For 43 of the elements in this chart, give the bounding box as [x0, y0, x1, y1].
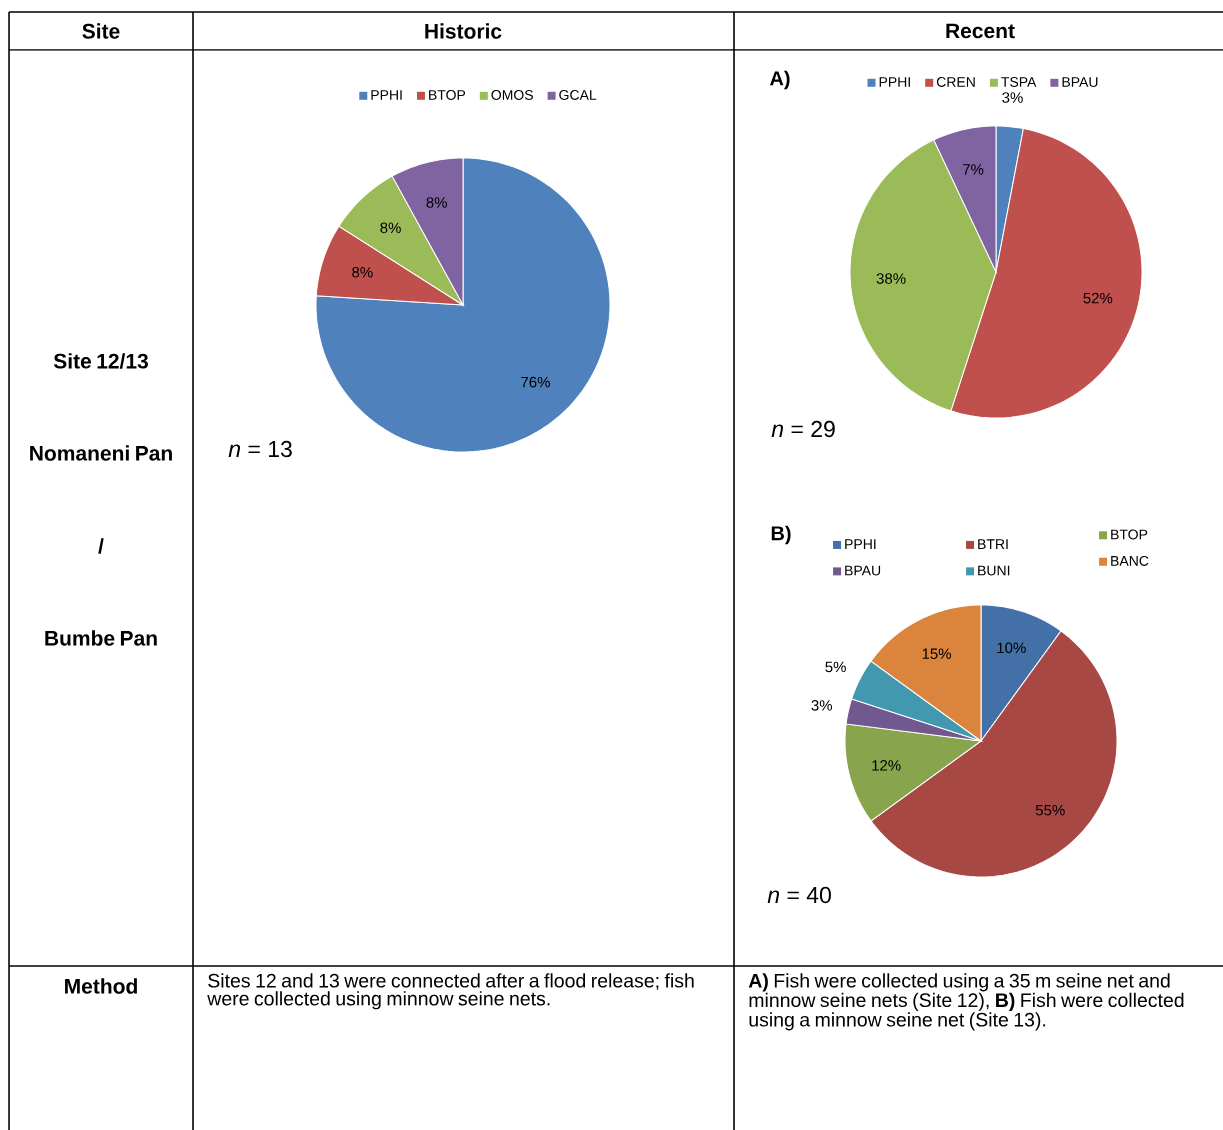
text: A) Fish were collected using a 35 m seine net and minnow seine nets (Site 12), B) Fish were collected using a minnow seine net (Site 13). [748, 973, 1184, 1031]
text: n = 40 [767, 886, 831, 904]
data-label: 15% [922, 648, 952, 660]
text: Recent [946, 23, 1015, 39]
legend-label: PPHI [845, 539, 876, 549]
legend-label: BPAU [845, 565, 881, 576]
text: / [98, 538, 104, 554]
text: Site 12/13 [53, 353, 148, 369]
text: Bumbe Pan [45, 630, 157, 646]
legend-label: BANC [1111, 555, 1149, 566]
text: n = 29 [771, 420, 835, 438]
legend-label: GCAL [559, 90, 597, 100]
text: Historic [425, 23, 502, 39]
legend-label: CREN [936, 77, 975, 87]
data-label: 8% [426, 197, 447, 208]
data-label: 38% [876, 273, 906, 284]
text: Site [82, 23, 120, 39]
text: Sites 12 and 13 were connected after a flood release; fish were collected using minnow seine nets. [207, 973, 694, 1010]
text: n = 13 [228, 440, 292, 458]
chart-title: B) [771, 525, 791, 545]
legend-label: BPAU [1062, 77, 1098, 87]
data-label: 7% [963, 164, 984, 175]
legend-label: BTOP [429, 90, 466, 100]
legend-label: BTRI [978, 539, 1008, 549]
data-label: 10% [997, 642, 1026, 654]
data-label: 76% [521, 376, 550, 388]
chart-title: A) [769, 70, 790, 90]
data-label: 3% [1002, 92, 1023, 103]
legend-label: BUNI [978, 565, 1010, 576]
data-label: 55% [1035, 804, 1065, 816]
legend-label: PPHI [879, 77, 910, 87]
data-label: 8% [352, 266, 373, 278]
text: Nomaneni Pan [30, 445, 172, 461]
data-label: 12% [872, 760, 901, 771]
legend-label: BTOP [1111, 529, 1148, 540]
text: Method [65, 978, 137, 994]
data-label: 8% [380, 222, 401, 234]
data-label: 3% [811, 700, 833, 711]
data-label: 5% [825, 661, 846, 673]
legend-label: PPHI [371, 90, 402, 100]
legend-label: TSPA [1001, 77, 1037, 87]
legend-label: OMOS [491, 90, 533, 100]
data-label: 52% [1083, 292, 1113, 304]
